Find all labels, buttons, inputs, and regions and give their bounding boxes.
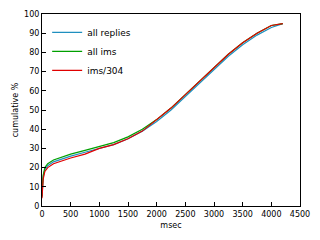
- svg-text:msec: msec: [160, 221, 181, 230]
- svg-text:80: 80: [29, 48, 39, 57]
- svg-text:cumulative %: cumulative %: [11, 82, 20, 137]
- svg-text:50: 50: [29, 106, 39, 115]
- svg-text:all ims: all ims: [87, 47, 117, 57]
- svg-text:ims/304: ims/304: [87, 66, 123, 76]
- svg-text:4500: 4500: [290, 210, 310, 219]
- svg-text:1500: 1500: [118, 210, 138, 219]
- svg-text:4000: 4000: [261, 210, 281, 219]
- svg-text:40: 40: [29, 125, 39, 134]
- svg-text:3500: 3500: [232, 210, 252, 219]
- svg-text:0: 0: [34, 202, 39, 211]
- svg-text:500: 500: [63, 210, 78, 219]
- svg-text:1000: 1000: [89, 210, 109, 219]
- svg-text:60: 60: [29, 87, 39, 96]
- svg-text:90: 90: [29, 29, 39, 38]
- svg-text:2000: 2000: [146, 210, 166, 219]
- svg-text:all replies: all replies: [87, 28, 131, 38]
- svg-text:20: 20: [29, 163, 39, 172]
- svg-text:100: 100: [24, 10, 39, 19]
- svg-text:2500: 2500: [175, 210, 195, 219]
- svg-text:3000: 3000: [204, 210, 224, 219]
- svg-text:10: 10: [29, 183, 39, 192]
- svg-text:30: 30: [29, 144, 39, 153]
- svg-text:70: 70: [29, 67, 39, 76]
- svg-text:0: 0: [39, 210, 44, 219]
